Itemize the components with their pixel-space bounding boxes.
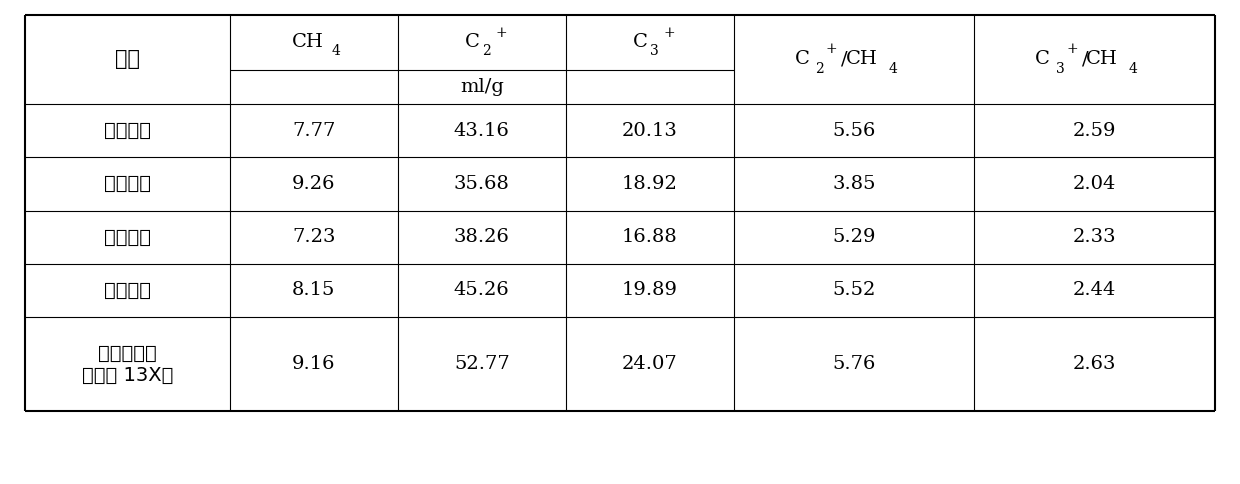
Text: 9.16: 9.16 xyxy=(293,355,336,373)
Text: CH: CH xyxy=(291,33,324,51)
Text: 四川达科特
（专用 13X）: 四川达科特 （专用 13X） xyxy=(82,344,174,385)
Text: C: C xyxy=(1035,50,1050,68)
Text: 38.26: 38.26 xyxy=(454,228,510,246)
Text: +: + xyxy=(826,42,837,56)
Text: 19.89: 19.89 xyxy=(621,281,678,300)
Text: 2.63: 2.63 xyxy=(1073,355,1116,373)
Text: 8.15: 8.15 xyxy=(293,281,336,300)
Text: 2: 2 xyxy=(815,62,823,76)
Text: +: + xyxy=(663,26,676,40)
Text: ml/g: ml/g xyxy=(460,78,503,96)
Text: 52.77: 52.77 xyxy=(454,355,510,373)
Text: 18.92: 18.92 xyxy=(621,175,678,193)
Text: 上海锦中: 上海锦中 xyxy=(104,227,151,247)
Text: 45.26: 45.26 xyxy=(454,281,510,300)
Text: 5.52: 5.52 xyxy=(832,281,875,300)
Text: 4: 4 xyxy=(888,62,897,76)
Text: 3: 3 xyxy=(1055,62,1064,76)
Text: +: + xyxy=(496,26,507,40)
Text: 16.88: 16.88 xyxy=(622,228,677,246)
Text: +: + xyxy=(1066,42,1079,56)
Text: 3.85: 3.85 xyxy=(832,175,875,193)
Text: 9.26: 9.26 xyxy=(293,175,336,193)
Text: 43.16: 43.16 xyxy=(454,121,510,140)
Text: 5.56: 5.56 xyxy=(832,121,875,140)
Text: 5.29: 5.29 xyxy=(832,228,875,246)
Text: 20.13: 20.13 xyxy=(621,121,678,140)
Text: 浙江汇龙: 浙江汇龙 xyxy=(104,281,151,300)
Text: 2: 2 xyxy=(482,44,491,58)
Text: CH: CH xyxy=(846,50,878,68)
Text: C: C xyxy=(465,33,480,51)
Text: 2.33: 2.33 xyxy=(1073,228,1117,246)
Text: 35.68: 35.68 xyxy=(454,175,510,193)
Text: /: / xyxy=(841,50,847,68)
Text: /: / xyxy=(1081,50,1089,68)
Text: 24.07: 24.07 xyxy=(622,355,677,373)
Text: 4: 4 xyxy=(1128,62,1138,76)
Text: 厂家: 厂家 xyxy=(115,49,140,69)
Text: 2.04: 2.04 xyxy=(1073,175,1116,193)
Text: 4: 4 xyxy=(331,44,341,58)
Text: 5.76: 5.76 xyxy=(832,355,875,373)
Text: 安徽明美: 安徽明美 xyxy=(104,121,151,140)
Text: 2.44: 2.44 xyxy=(1073,281,1116,300)
Text: 7.23: 7.23 xyxy=(293,228,336,246)
Text: 7.77: 7.77 xyxy=(293,121,336,140)
Text: C: C xyxy=(795,50,810,68)
Text: 2.59: 2.59 xyxy=(1073,121,1116,140)
Text: 山西太亨: 山西太亨 xyxy=(104,174,151,194)
Text: CH: CH xyxy=(1086,50,1118,68)
Text: 3: 3 xyxy=(650,44,660,58)
Text: C: C xyxy=(632,33,647,51)
